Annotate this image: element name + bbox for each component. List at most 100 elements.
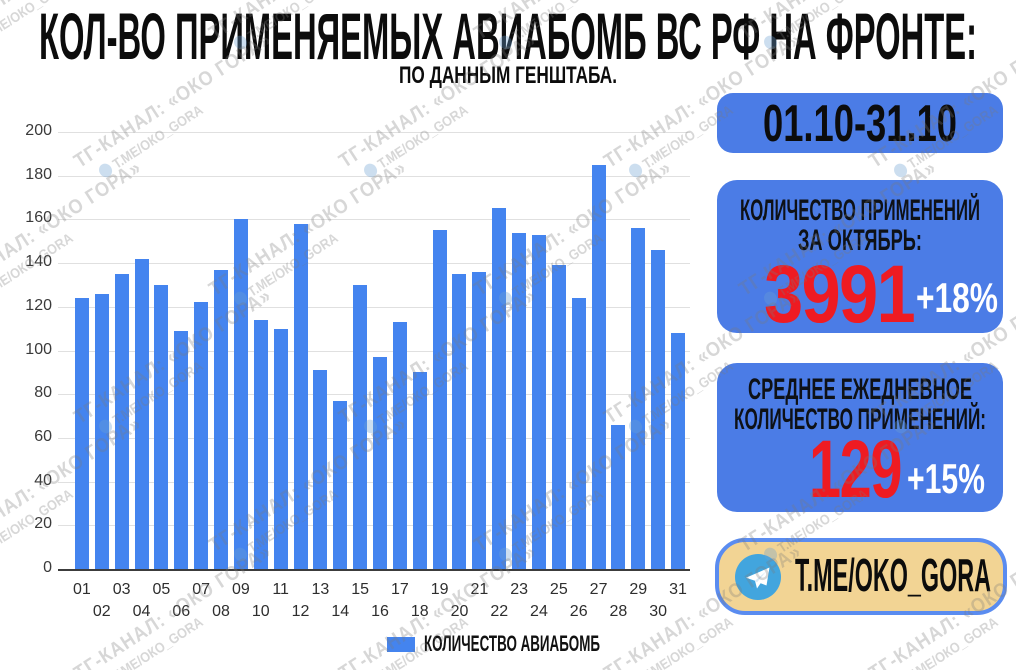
svg-text:ПО ДАННЫМ ГЕНШТАБА.: ПО ДАННЫМ ГЕНШТАБА. [399, 64, 617, 88]
x-axis-tick-label: 09 [231, 581, 250, 598]
x-axis-tick-label: 07 [192, 581, 211, 598]
y-axis-tick-label: 200 [25, 122, 52, 139]
svg-text:КОЛ-ВО ПРИМЕНЯЕМЫХ АВИАБОМБ ВС: КОЛ-ВО ПРИМЕНЯЕМЫХ АВИАБОМБ ВС РФ НА ФРО… [39, 6, 977, 70]
legend-label: КОЛИЧЕСТВО АВИАБОМБ [424, 634, 600, 654]
bar-chart-plot-area [58, 132, 690, 571]
bars-layer [72, 132, 688, 569]
x-axis-tick-label: 16 [371, 603, 389, 620]
bar-day-23 [512, 233, 527, 569]
gridline [58, 306, 690, 308]
x-axis-tick-label: 31 [669, 581, 687, 598]
page-subtitle: ПО ДАННЫМ ГЕНШТАБА. [399, 64, 617, 88]
x-axis-tick-label: 08 [212, 603, 230, 620]
bar-day-15 [353, 285, 368, 569]
average-label-line2: КОЛИЧЕСТВО ПРИМЕНЕНИЙ: [734, 402, 986, 436]
y-axis-tick-label: 40 [34, 471, 52, 489]
x-axis-tick-label: 06 [172, 603, 191, 620]
x-axis-tick-label: 29 [629, 581, 648, 598]
x-axis: 01 02 03 04 05 06 07 08 09 10 11 12 13 14 15 16 17 18 19 20… [72, 575, 688, 625]
bar-day-24 [531, 235, 546, 569]
x-axis-tick-label: 05 [152, 581, 171, 598]
bar-day-05 [154, 285, 169, 569]
bar-day-21 [472, 272, 487, 569]
bar-day-10 [253, 320, 268, 569]
gridline [58, 132, 690, 133]
gridline [58, 350, 690, 352]
x-axis-tick-label: 27 [589, 581, 608, 598]
x-axis-tick-label: 10 [251, 603, 270, 620]
average-delta: +15% [907, 455, 985, 502]
bar-day-01 [74, 298, 89, 569]
average-value: 129 [809, 424, 901, 512]
gridline [58, 175, 690, 177]
bar-day-30 [651, 250, 666, 569]
bar-day-18 [412, 372, 427, 569]
x-axis-tick-label: 15 [351, 581, 370, 598]
x-axis-tick-label: 30 [649, 603, 668, 620]
legend-swatch [386, 636, 415, 652]
bar-day-20 [452, 274, 467, 569]
daily-average-content: СРЕДНЕЕ ЕЖЕДНЕВНОЕ КОЛИЧЕСТВО ПРИМЕНЕНИЙ… [734, 373, 986, 515]
x-axis-tick-label: 20 [450, 603, 469, 620]
date-range-text: 01.10-31.10 [763, 95, 957, 153]
bar-day-16 [373, 357, 387, 569]
bar-day-02 [94, 294, 109, 569]
x-axis-tick-label: 28 [609, 603, 628, 620]
bar-day-14 [333, 401, 348, 569]
bar-day-26 [571, 298, 586, 569]
average-label-line1: СРЕДНЕЕ ЕЖЕДНЕВНОЕ [748, 373, 972, 406]
bar-day-08 [214, 270, 229, 569]
bar-day-09 [233, 219, 248, 569]
x-axis-tick-label: 18 [410, 603, 429, 620]
y-axis-tick-label: 120 [25, 296, 52, 314]
bar-day-12 [293, 224, 308, 569]
monthly-total-content: КОЛИЧЕСТВО ПРИМЕНЕНИЙ ЗА ОКТЯБРЬ: 3991 +… [740, 193, 998, 340]
x-axis-tick-label: 25 [549, 581, 568, 598]
bar-day-22 [492, 208, 507, 569]
chart-legend: КОЛИЧЕСТВО АВИАБОМБ [0, 634, 1002, 654]
x-axis-tick-label: 01 [73, 581, 91, 598]
page-title: КОЛ-ВО ПРИМЕНЯЕМЫХ АВИАБОМБ ВС РФ НА ФРО… [39, 6, 977, 70]
x-axis-tick-label: 04 [132, 603, 151, 620]
svg-text:КОЛИЧЕСТВО АВИАБОМБ: КОЛИЧЕСТВО АВИАБОМБ [424, 634, 600, 654]
y-axis-tick-label: 60 [34, 427, 52, 445]
y-axis-tick-label: 160 [25, 209, 52, 227]
x-axis-tick-label: 21 [470, 581, 489, 598]
x-axis-tick-label: 17 [390, 581, 409, 598]
x-axis-tick-label: 22 [490, 603, 509, 620]
bar-day-13 [313, 370, 328, 569]
bar-day-27 [591, 165, 606, 569]
y-axis-tick-label: 180 [25, 165, 52, 183]
monthly-total-panel: КОЛИЧЕСТВО ПРИМЕНЕНИЙ ЗА ОКТЯБРЬ: 3991 +… [717, 180, 1003, 340]
bar-day-07 [194, 302, 209, 569]
svg-text:01.10-31.10: 01.10-31.10 [763, 95, 957, 153]
x-axis-tick-label: 02 [92, 603, 111, 620]
y-axis-tick-label: 0 [43, 559, 52, 576]
daily-average-panel: СРЕДНЕЕ ЕЖЕДНЕВНОЕ КОЛИЧЕСТВО ПРИМЕНЕНИЙ… [717, 363, 1003, 515]
date-range-panel: 01.10-31.10 [717, 93, 1003, 153]
x-axis-tick-label: 23 [510, 581, 528, 598]
monthly-label-line2: ЗА ОКТЯБРЬ: [798, 224, 922, 257]
bar-day-06 [174, 331, 189, 569]
telegram-watermark-icon [891, 161, 910, 180]
telegram-button[interactable]: T.ME/OKO_GORA [715, 538, 1007, 615]
bar-day-29 [631, 228, 646, 569]
x-axis-tick-label: 12 [291, 603, 310, 620]
x-axis-tick-label: 19 [430, 581, 449, 598]
y-axis-tick-label: 100 [25, 340, 52, 358]
bar-day-28 [611, 425, 626, 569]
paper-plane-icon [746, 567, 770, 588]
bar-day-25 [551, 265, 566, 569]
y-axis-tick-label: 140 [25, 253, 52, 271]
bar-day-17 [392, 322, 407, 569]
bar-day-04 [134, 259, 149, 569]
x-axis-tick-label: 11 [272, 581, 289, 598]
svg-text:T.ME/OKO_GORA: T.ME/OKO_GORA [795, 552, 991, 601]
x-axis-tick-label: 14 [331, 603, 350, 620]
x-axis-tick-label: 13 [311, 581, 330, 598]
bar-day-31 [671, 333, 686, 569]
x-axis-tick-label: 26 [569, 603, 588, 620]
telegram-link-label: T.ME/OKO_GORA [795, 552, 991, 601]
monthly-delta: +18% [916, 274, 998, 321]
